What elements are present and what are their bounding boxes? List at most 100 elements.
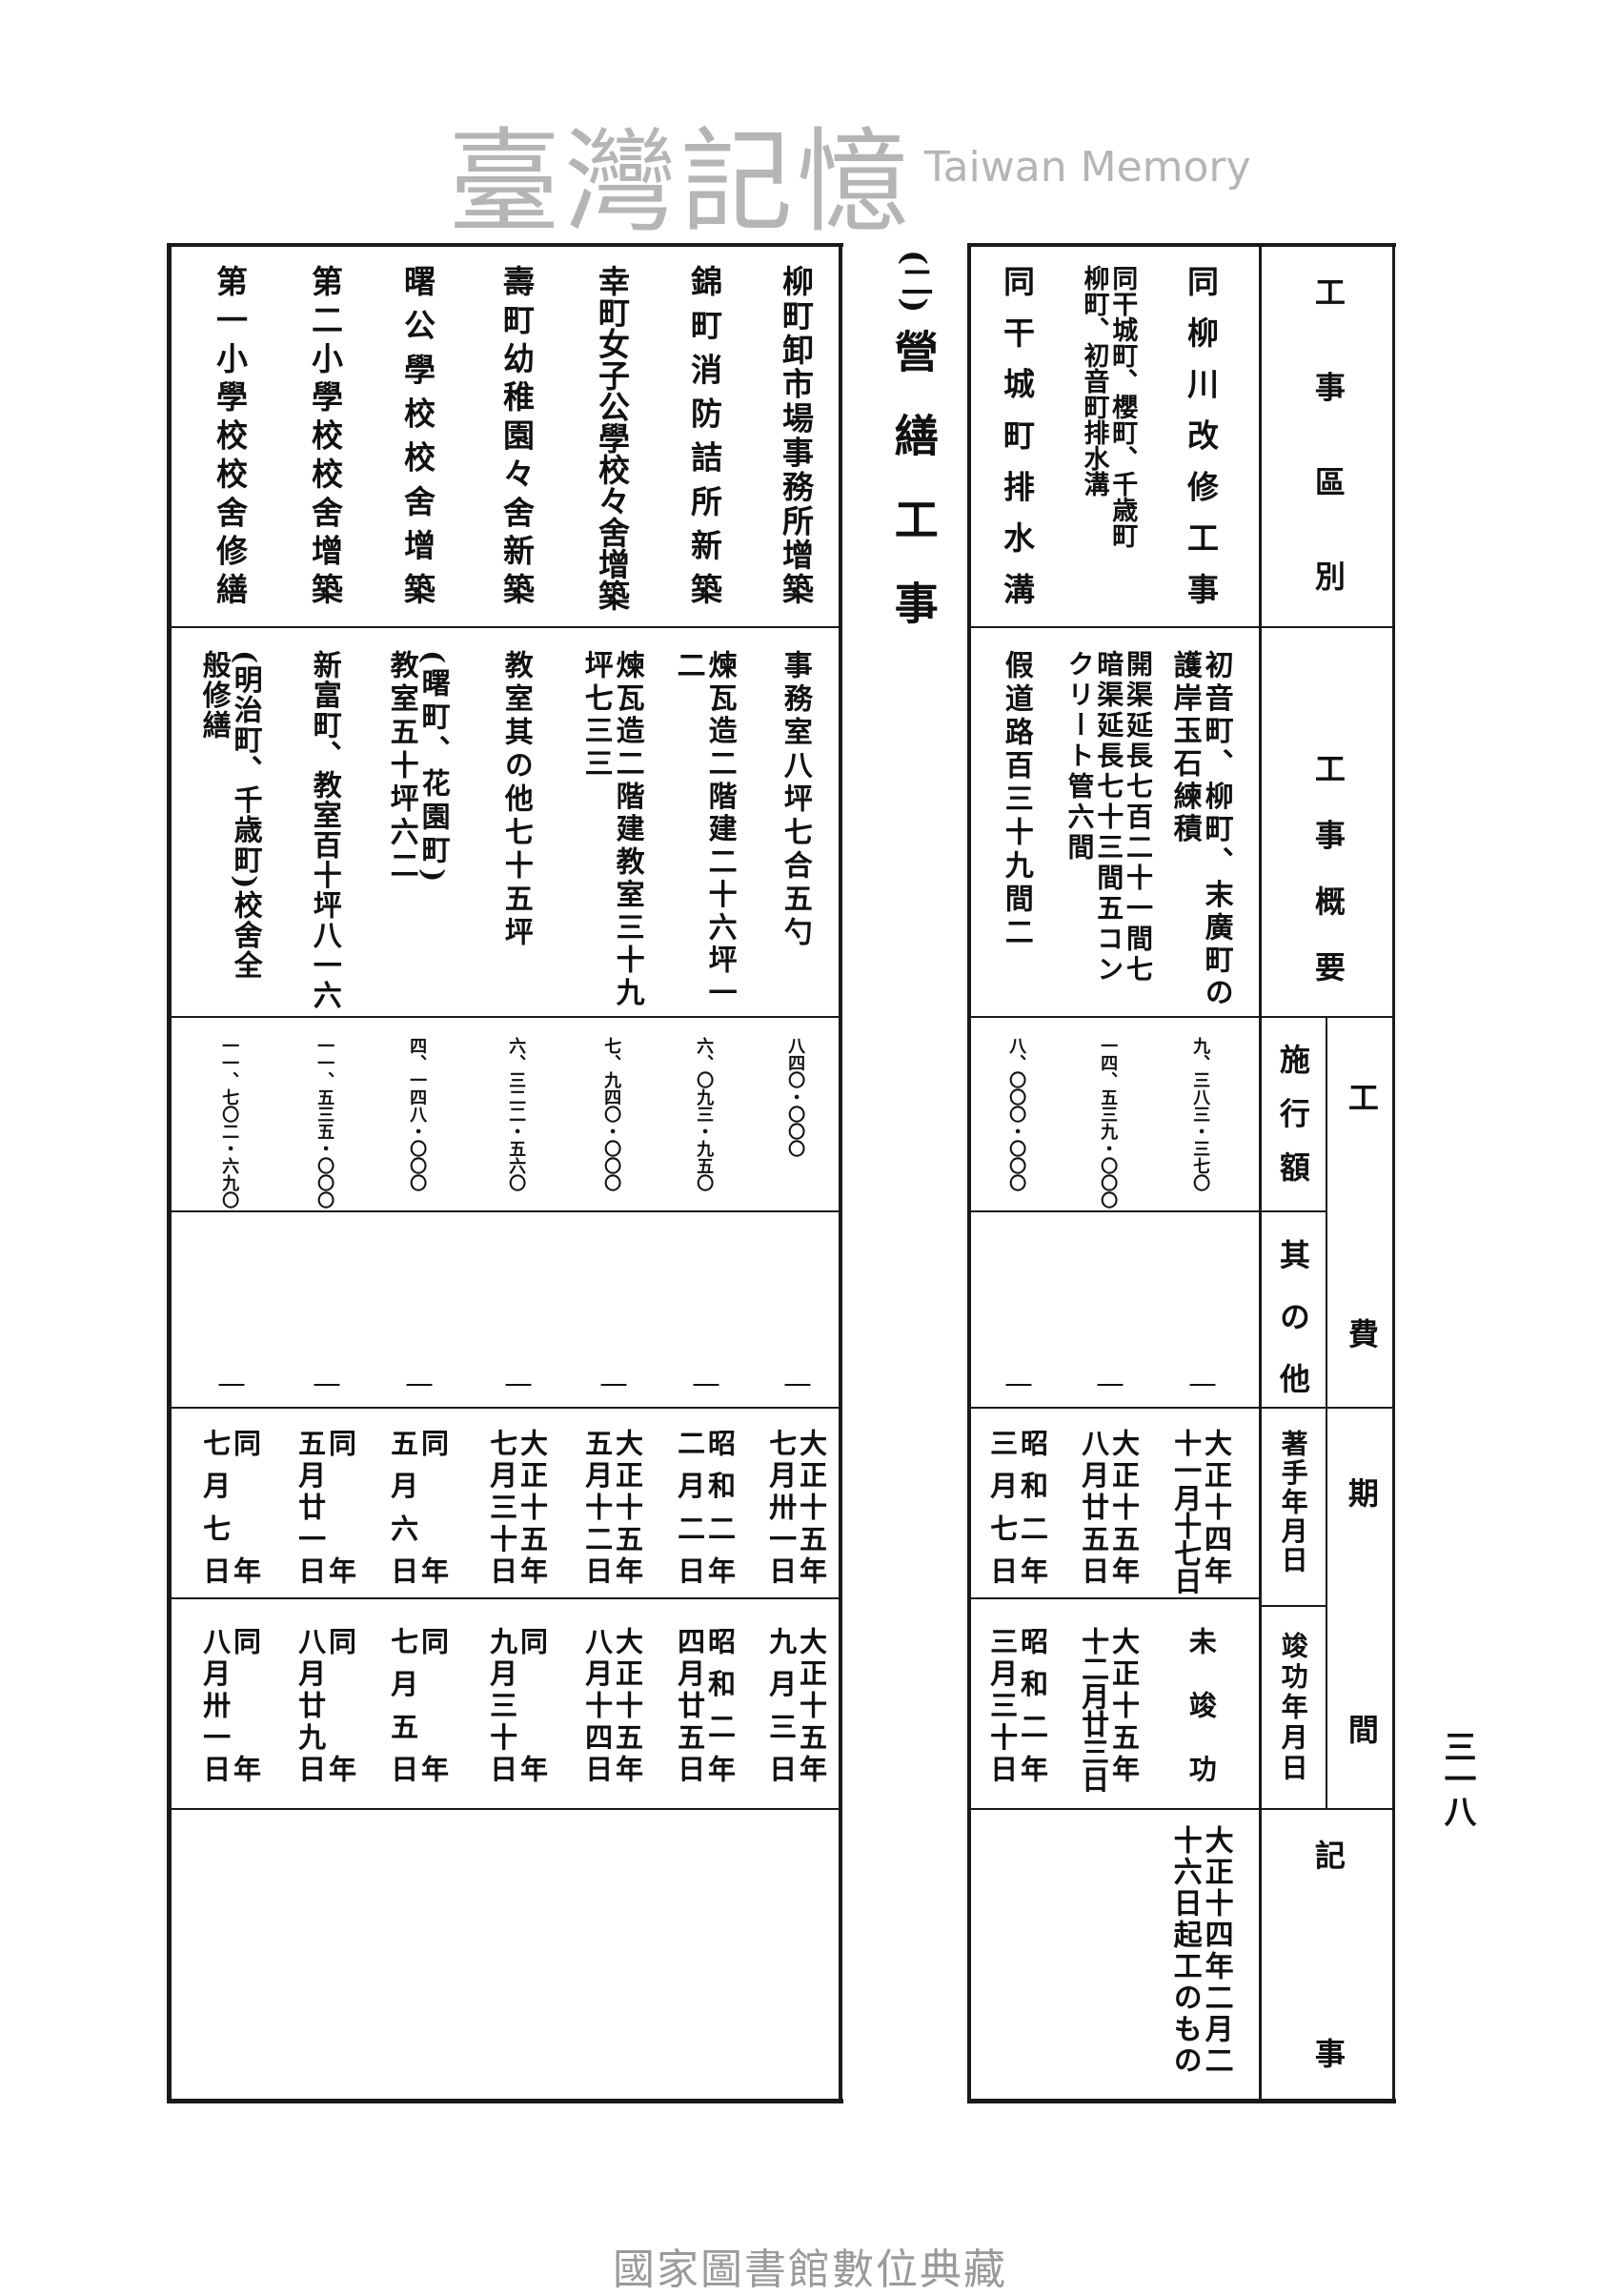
project-outline-line: 煉瓦造二階建教室三十九 [610,650,644,1010]
completion-date-line: 大正十五年 [795,1627,828,1782]
header-period-line: 期間 [1343,1477,1380,1744]
right-table-rule [971,1808,1259,1810]
cost-other: ｜ [597,1372,626,1403]
cost-other-line: ｜ [780,1372,810,1397]
cost-other: ｜ [780,1372,810,1403]
cost-amount-line: 七、九四〇・〇〇〇 [601,1037,622,1191]
cost-other: ｜ [402,1372,432,1403]
right-table-rule [971,1597,1259,1599]
cost-amount-line: 八、〇〇〇・〇〇〇 [1006,1037,1027,1191]
cost-other: ｜ [310,1372,339,1403]
header-cost-line: 工費 [1343,1082,1380,1349]
remarks-line: 大正十四年二月二 [1199,1825,1233,2077]
project-outline: 開渠延長七百二十一間七 暗渠延長七十三間五コン クリート管六間 [1063,650,1154,1010]
right-table-border-left [967,243,971,2103]
right-table-rule [971,1016,1259,1018]
header-district: 工事區別 [1309,276,1347,591]
header-sub-rule [1259,1210,1326,1212]
start-date-line: 昭和二年 [1016,1429,1049,1584]
start-date: 昭和二年 三月七日 [985,1429,1049,1584]
completion-date-line: 三月三十日 [985,1627,1019,1782]
remarks-line: 十六日起工のもの [1167,1825,1202,2077]
project-outline: (明治町、千歳町)校舍全 般修繕 [196,650,262,1010]
start-date-line: 三月七日 [985,1429,1019,1584]
header-period-start-line: 著手年月日 [1277,1430,1309,1573]
start-date-line: 同年 [229,1429,262,1584]
cost-other-line: ｜ [1185,1372,1215,1397]
cost-other-line: ｜ [1093,1372,1123,1397]
start-date-line: 大正十五年 [795,1429,828,1584]
header-sub-divider [1326,1016,1327,1808]
header-period-start: 著手年月日 [1277,1430,1309,1573]
start-date-line: 五月十二日 [580,1429,614,1584]
start-date: 大正十四年 十一月十七日 [1169,1429,1233,1595]
start-date-line: 同年 [324,1429,357,1584]
cost-other-line: ｜ [310,1372,339,1397]
cost-amount-line: 四、一四八・〇〇〇 [407,1037,428,1191]
project-outline: 教室其の他七十五坪 [499,650,533,1010]
project-outline-line: 假道路百三十九間二 [999,650,1033,950]
completion-date-line: 四月廿五日 [673,1627,706,1782]
watermark-cjk: 臺灣記憶 [448,116,914,248]
start-date-line: 十一月十七日 [1169,1429,1203,1595]
cost-amount: 七、九四〇・〇〇〇 [601,1037,622,1206]
project-outline: 事務室八坪七合五勺 [779,650,812,1010]
project-outline-line: 初音町、柳町、末廣町の [1199,650,1233,1010]
header-cost-other: 其の他 [1274,1239,1311,1393]
project-name-line: 第二小學校校舍增築 [306,265,344,604]
completion-date: 同年 九月三十日 [485,1627,549,1782]
start-date-line: 二月二日 [673,1429,706,1584]
project-name-line: 柳町、初音町排水溝 [1079,265,1109,497]
cost-amount-line: 一四、五三九・〇〇〇 [1098,1037,1119,1209]
cost-amount-line: 一一、七〇二・六九〇 [219,1037,240,1209]
project-outline-line: (曙町、花園町) [415,650,450,887]
header-outline-line: 工事概要 [1309,753,1347,982]
project-name-line: 柳町卸市場事務所增築 [777,265,815,604]
footer-credit: 國家圖書館數位典藏 [613,2245,1007,2294]
header-district-line: 工事區別 [1309,276,1347,591]
cost-amount-line: 六、〇九三・九五〇 [694,1037,715,1191]
start-date-line: 大正十五年 [516,1429,549,1584]
project-name: 第二小學校校舍增築 [306,265,344,604]
cost-amount: 一一、七〇二・六九〇 [219,1037,240,1209]
start-date: 同年 七月七日 [198,1429,262,1584]
project-name: 幸町女子公學校々舍增築 [593,265,630,611]
project-outline-line: 新富町、教室百十坪八一六 [307,650,341,1010]
section-title-line: 營繕工事 [887,329,940,624]
project-name-line: 壽町幼稚園々舍新築 [497,265,536,604]
header-remarks-line: 記事 [1309,1839,1347,2068]
header-outline: 工事概要 [1309,753,1347,982]
header-remarks: 記事 [1309,1839,1347,2068]
project-name-line: 錦町消防詰所新築 [685,265,723,604]
cost-amount: 一四、五三九・〇〇〇 [1098,1037,1119,1209]
section-number-line: (二) [895,250,934,314]
page-number: 三一八 [1438,1730,1476,1827]
project-outline-line: 暗渠延長七十三間五コン [1093,650,1125,985]
start-date-line: 五月廿一日 [294,1429,327,1584]
cost-other-line: ｜ [402,1372,432,1397]
header-rule [1259,1808,1392,1810]
header-sub-rule [1259,1605,1326,1607]
completion-date: 大正十五年 十二月廿三日 [1077,1627,1141,1793]
project-outline-line: 教室五十坪六二 [384,650,418,884]
project-name-line: 第一小學校校舍修繕 [211,265,249,604]
completion-date-line: 同年 [229,1627,262,1782]
start-date-line: 同年 [416,1429,450,1584]
cost-other-line: ｜ [1002,1372,1031,1397]
cost-amount: 四、一四八・〇〇〇 [407,1037,428,1206]
project-outline: 假道路百三十九間二 [999,650,1033,1010]
cost-other: ｜ [214,1372,244,1403]
right-table-rule [971,626,1259,628]
left-table-rule [172,1016,839,1018]
section-title: 營繕工事 [887,329,940,624]
cost-amount: 八、〇〇〇・〇〇〇 [1006,1037,1027,1206]
header-cost-other-line: 其の他 [1274,1239,1311,1393]
header-rule [1259,626,1392,628]
left-table-border-left [167,243,172,2103]
completion-date: 同年 七月五日 [386,1627,450,1782]
header-period: 期間 [1343,1477,1380,1744]
left-table-border-bottom [167,2099,843,2103]
completion-date-line: 八月十四日 [580,1627,614,1782]
project-name-line: 同干城町排水溝 [998,265,1036,604]
completion-date-line: 九月三十日 [485,1627,518,1782]
